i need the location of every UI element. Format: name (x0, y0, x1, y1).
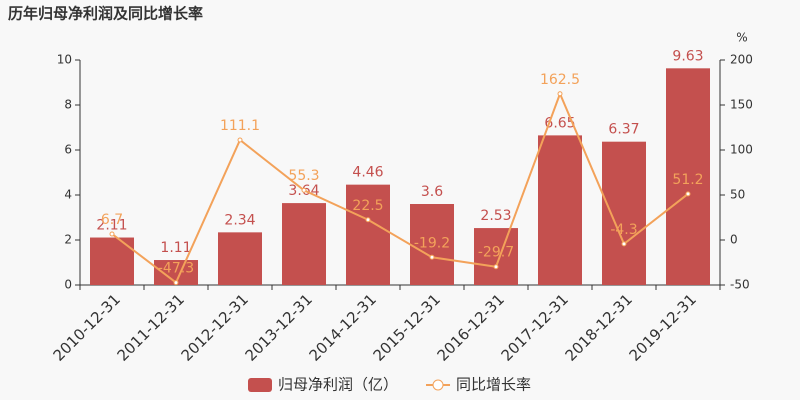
bar (218, 232, 262, 285)
y2-axis-unit: % (736, 31, 747, 45)
y-tick-label: 0 (64, 278, 72, 292)
line-point (237, 137, 243, 143)
legend-label: 归母净利润（亿） (278, 376, 398, 394)
line-point (493, 264, 499, 270)
y-tick-label: 10 (57, 53, 72, 67)
bar-value-label: 1.11 (160, 240, 191, 256)
line-value-label: -47.3 (158, 261, 194, 277)
y-tick-label: 6 (64, 143, 72, 157)
line-value-label: 6.7 (101, 212, 123, 228)
legend-label: 同比增长率 (456, 376, 531, 394)
y2-tick-label: 0 (730, 233, 738, 247)
line-point (109, 231, 115, 237)
y2-tick-label: 50 (730, 188, 745, 202)
chart-title: 历年归母净利润及同比增长率 (8, 5, 203, 23)
bar-value-label: 2.11 (96, 218, 127, 234)
y2-tick-label: 100 (730, 143, 753, 157)
line-value-label: 162.5 (540, 72, 580, 88)
bar-value-label: 2.34 (224, 212, 255, 228)
bar-value-label: 9.63 (672, 48, 703, 64)
bar (538, 135, 582, 285)
y2-tick-label: -50 (730, 278, 750, 292)
line-value-label: -19.2 (414, 235, 450, 251)
bar (346, 184, 390, 285)
y2-tick-label: 200 (730, 53, 753, 67)
line-value-label: 22.5 (352, 198, 383, 214)
line-point (685, 191, 691, 197)
bar (282, 203, 326, 285)
line-point (557, 91, 563, 97)
line-value-label: 51.2 (672, 172, 703, 188)
bar (602, 141, 646, 285)
line-point (301, 187, 307, 193)
y-tick-label: 8 (64, 98, 72, 112)
bar-value-label: 6.65 (544, 115, 575, 131)
bar-value-label: 3.6 (421, 184, 443, 200)
bar-value-label: 6.37 (608, 122, 639, 138)
line (111, 91, 689, 285)
line-point (173, 280, 179, 286)
line-value-label: -4.3 (610, 222, 637, 238)
line-point (365, 217, 371, 223)
bar (666, 68, 710, 285)
legend-symbol (432, 379, 444, 391)
line-value-label: -29.7 (478, 245, 514, 261)
bar (474, 228, 518, 285)
line-point (621, 241, 627, 247)
line-value-label: 111.1 (220, 118, 260, 134)
bar-value-label: 2.53 (480, 208, 511, 224)
y-tick-label: 4 (64, 188, 72, 202)
y-tick-label: 2 (64, 233, 72, 247)
y2-tick-label: 150 (730, 98, 753, 112)
bar (410, 204, 454, 285)
bar-value-label: 4.46 (352, 165, 383, 181)
line-value-label: 55.3 (288, 168, 319, 184)
legend-symbol (248, 378, 272, 392)
line-point (429, 254, 435, 260)
